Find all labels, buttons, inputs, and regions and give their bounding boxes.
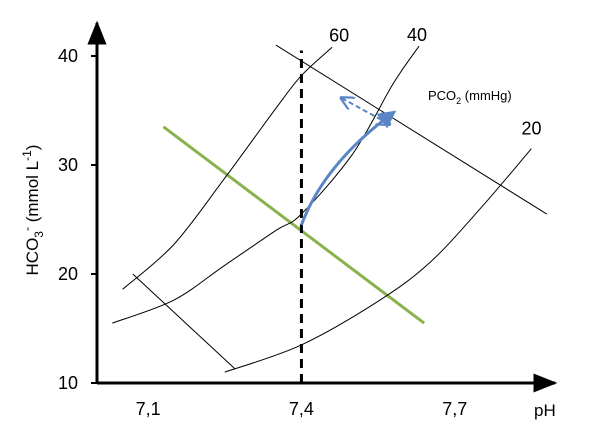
buffer-line-upper xyxy=(275,44,548,215)
pco2-label-base: PCO xyxy=(428,88,456,103)
return-arrow xyxy=(342,99,388,124)
y-tick-label: 30 xyxy=(58,155,78,175)
y-axis-title-close: ) xyxy=(23,145,42,151)
pco2-label-rest: (mmHg) xyxy=(461,88,512,103)
green-line xyxy=(162,125,426,325)
x-tick-label: 7,4 xyxy=(289,399,314,419)
y-axis-title-sub: 3 xyxy=(32,231,46,238)
y-tick-label: 10 xyxy=(58,373,78,393)
svg-text:HCO3- (mmol L-1): HCO3- (mmol L-1) xyxy=(20,145,46,276)
x-tick-label: 7,1 xyxy=(136,399,161,419)
y-axis-title-base: HCO xyxy=(23,238,42,276)
isobar-label-20: 20 xyxy=(521,119,541,139)
buffer-line-lower xyxy=(132,273,236,370)
y-tick-label: 20 xyxy=(58,264,78,284)
y-axis-title-sup2: -1 xyxy=(20,150,34,161)
plot-marks: 10 20 30 40 7,1 7,4 7,7 60 40 20 xyxy=(58,20,558,419)
isobar-60 xyxy=(122,46,333,290)
pco2-label: PCO2 (mmHg) xyxy=(428,88,512,106)
y-axis-title-rest: (mmol L xyxy=(23,161,42,227)
y-axis-title: HCO3- (mmol L-1) xyxy=(20,145,46,276)
y-tick-label: 40 xyxy=(58,46,78,66)
x-tick-label: 7,7 xyxy=(442,399,467,419)
isobar-20 xyxy=(224,148,532,373)
isobar-label-60: 60 xyxy=(329,25,349,45)
y-axis-title-sup1: - xyxy=(20,227,34,231)
x-axis-title: pH xyxy=(534,401,556,420)
isobar-label-40: 40 xyxy=(407,25,427,45)
pco2-label-sub: 2 xyxy=(456,96,461,106)
isobar-40 xyxy=(112,45,420,324)
